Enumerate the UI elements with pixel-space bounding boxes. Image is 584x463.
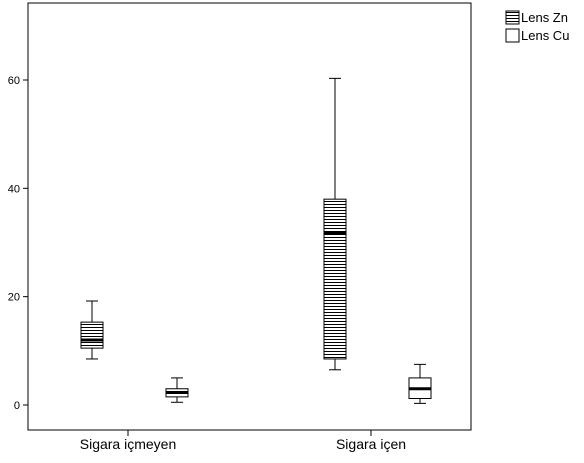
box-lens-cu xyxy=(165,377,189,403)
legend-label: Lens Zn xyxy=(521,10,568,25)
plot-frame xyxy=(27,2,472,431)
y-tick-label: 20 xyxy=(8,292,20,304)
x-category-label: Sigara içmeyen xyxy=(80,436,177,452)
y-tick-label: 0 xyxy=(14,400,20,412)
x-category-label: Sigara içen xyxy=(336,436,406,452)
box-lens-zn xyxy=(323,77,347,371)
y-tick-label: 40 xyxy=(8,183,20,195)
legend-swatch xyxy=(505,10,520,25)
legend-label: Lens Cu xyxy=(521,28,569,43)
y-tick-label: 60 xyxy=(8,75,20,87)
box-iqr xyxy=(323,198,347,360)
box-lens-zn xyxy=(80,300,104,360)
box-lens-cu xyxy=(408,363,432,404)
box-iqr xyxy=(80,321,104,349)
legend-swatch xyxy=(505,28,520,43)
